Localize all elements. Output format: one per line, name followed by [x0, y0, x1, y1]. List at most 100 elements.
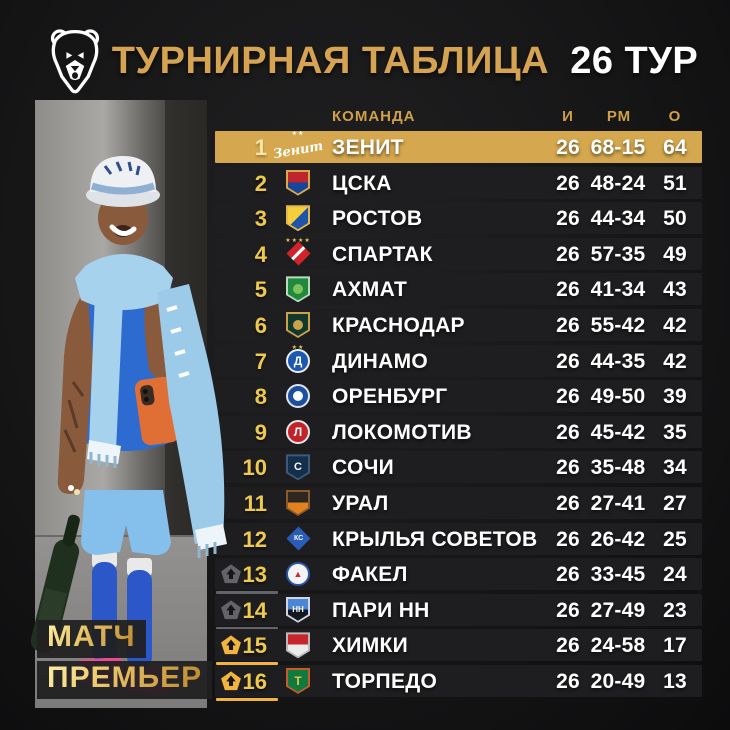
position-number: 11 [243, 490, 267, 516]
table-row: 15 ХИМКИ 26 24-58 17 [215, 629, 702, 666]
crest-stars: ★★★★ [283, 238, 313, 244]
table-row: 11 УРАЛ 26 27-41 27 [215, 486, 702, 519]
cska-crest [283, 167, 313, 199]
position-number: 13 [242, 562, 267, 588]
points: 23 [663, 598, 687, 622]
goal-difference: 57-35 [590, 242, 646, 266]
pentagon-up-arrow-icon [221, 635, 241, 655]
points: 39 [663, 385, 687, 409]
table-row: 2 ЦСКА 26 48-24 51 [215, 166, 702, 199]
games-played: 26 [556, 278, 580, 302]
zone-underline [216, 697, 278, 701]
goal-difference: 24-58 [590, 634, 646, 658]
ural-crest [283, 487, 313, 519]
position-number: 4 [254, 241, 267, 267]
games-played: 26 [556, 669, 580, 693]
rostov-crest [283, 202, 313, 234]
team-name: ФАКЕЛ [332, 563, 408, 587]
lokomotiv-crest: Л [283, 416, 313, 448]
krylya-sovetov-crest: КС [283, 523, 313, 555]
points: 43 [663, 278, 687, 302]
position-number: 14 [242, 597, 267, 623]
team-name: УРАЛ [332, 491, 389, 515]
title-gold: ТУРНИРНАЯ ТАБЛИЦА [111, 40, 550, 82]
games-played: 26 [556, 420, 580, 444]
points: 51 [663, 171, 687, 195]
pari-nn-crest: НН [283, 594, 313, 626]
points: 17 [663, 634, 687, 658]
position-number: 12 [242, 526, 267, 552]
table-row: 7 ★★ Д ДИНАМО 26 44-35 42 [215, 344, 702, 377]
table-row: 1 ★★ Зенит ЗЕНИТ 26 68-15 64 [215, 131, 702, 163]
khimki-crest [283, 629, 313, 661]
zone-underline [216, 591, 278, 595]
watermark-match-text: МАТЧ [47, 620, 136, 653]
goal-difference: 68-15 [590, 136, 646, 159]
column-header-played: И [562, 108, 574, 125]
goal-difference: 27-41 [590, 491, 646, 515]
table-row: 5 АХМАТ 26 41-34 43 [215, 273, 702, 306]
position-number: 9 [254, 419, 267, 445]
points: 42 [663, 313, 687, 337]
games-played: 26 [556, 634, 580, 658]
goal-difference: 48-24 [590, 171, 646, 195]
position-number: 1 [254, 135, 267, 160]
points: 42 [663, 349, 687, 373]
table-row: 10 С СОЧИ 26 35-48 34 [215, 451, 702, 484]
games-played: 26 [556, 136, 580, 159]
team-name: ЛОКОМОТИВ [332, 420, 472, 444]
games-played: 26 [556, 598, 580, 622]
team-name: ОРЕНБУРГ [332, 385, 448, 409]
goal-difference: 33-45 [590, 563, 646, 587]
points: 64 [663, 136, 687, 159]
table-row: 4 ★★★★ СПАРТАК 26 57-35 49 [215, 237, 702, 270]
points: 27 [663, 491, 687, 515]
games-played: 26 [556, 456, 580, 480]
table-row: 13 ▲ ФАКЕЛ 26 33-45 24 [215, 558, 702, 595]
zenit-crest: ★★ Зенит [271, 131, 325, 162]
zone-underline [216, 626, 278, 630]
team-name: АХМАТ [332, 278, 408, 302]
table-row: 6 КРАСНОДАР 26 55-42 42 [215, 308, 702, 341]
games-played: 26 [556, 313, 580, 337]
page-title: ТУРНИРНАЯ ТАБЛИЦА 26 ТУР [95, 40, 715, 83]
points: 50 [663, 207, 687, 231]
title-round: 26 ТУР [570, 40, 699, 82]
games-played: 26 [556, 491, 580, 515]
team-name: КРЫЛЬЯ СОВЕТОВ [332, 527, 538, 551]
points: 49 [663, 242, 687, 266]
goal-difference: 55-42 [590, 313, 646, 337]
position-number: 2 [254, 170, 267, 196]
goal-difference: 27-49 [590, 598, 646, 622]
pentagon-up-arrow-icon [221, 600, 241, 619]
points: 25 [663, 527, 687, 551]
points: 13 [663, 669, 687, 693]
standings-table: 1 ★★ Зенит ЗЕНИТ 26 68-15 64 2 ЦСКА 26 48-24 51 3 РОС… [215, 131, 702, 701]
goal-difference: 44-34 [590, 207, 646, 231]
games-played: 26 [556, 385, 580, 409]
akhmat-crest [283, 273, 313, 305]
zone-underline [216, 662, 278, 666]
points: 35 [663, 420, 687, 444]
column-header-team: КОМАНДА [332, 108, 416, 125]
position-number: 6 [254, 312, 267, 338]
games-played: 26 [556, 349, 580, 373]
table-row: 8 ОРЕНБУРГ 26 49-50 39 [215, 380, 702, 413]
team-name: ЗЕНИТ [332, 136, 404, 159]
position-number: 15 [242, 633, 267, 659]
goal-difference: 45-42 [590, 420, 646, 444]
team-name: ЦСКА [332, 171, 392, 195]
player-photo [30, 100, 230, 708]
pentagon-up-arrow-icon [221, 671, 241, 691]
column-header-points: О [668, 108, 682, 125]
goal-difference: 26-42 [590, 527, 646, 551]
fakel-crest: ▲ [283, 558, 313, 590]
goal-difference: 41-34 [590, 278, 646, 302]
points: 34 [663, 456, 687, 480]
goal-difference: 49-50 [590, 385, 646, 409]
team-name: ХИМКИ [332, 634, 409, 658]
team-name: ТОРПЕДО [332, 669, 438, 693]
sochi-crest: С [283, 451, 313, 483]
orenburg-crest [283, 380, 313, 412]
